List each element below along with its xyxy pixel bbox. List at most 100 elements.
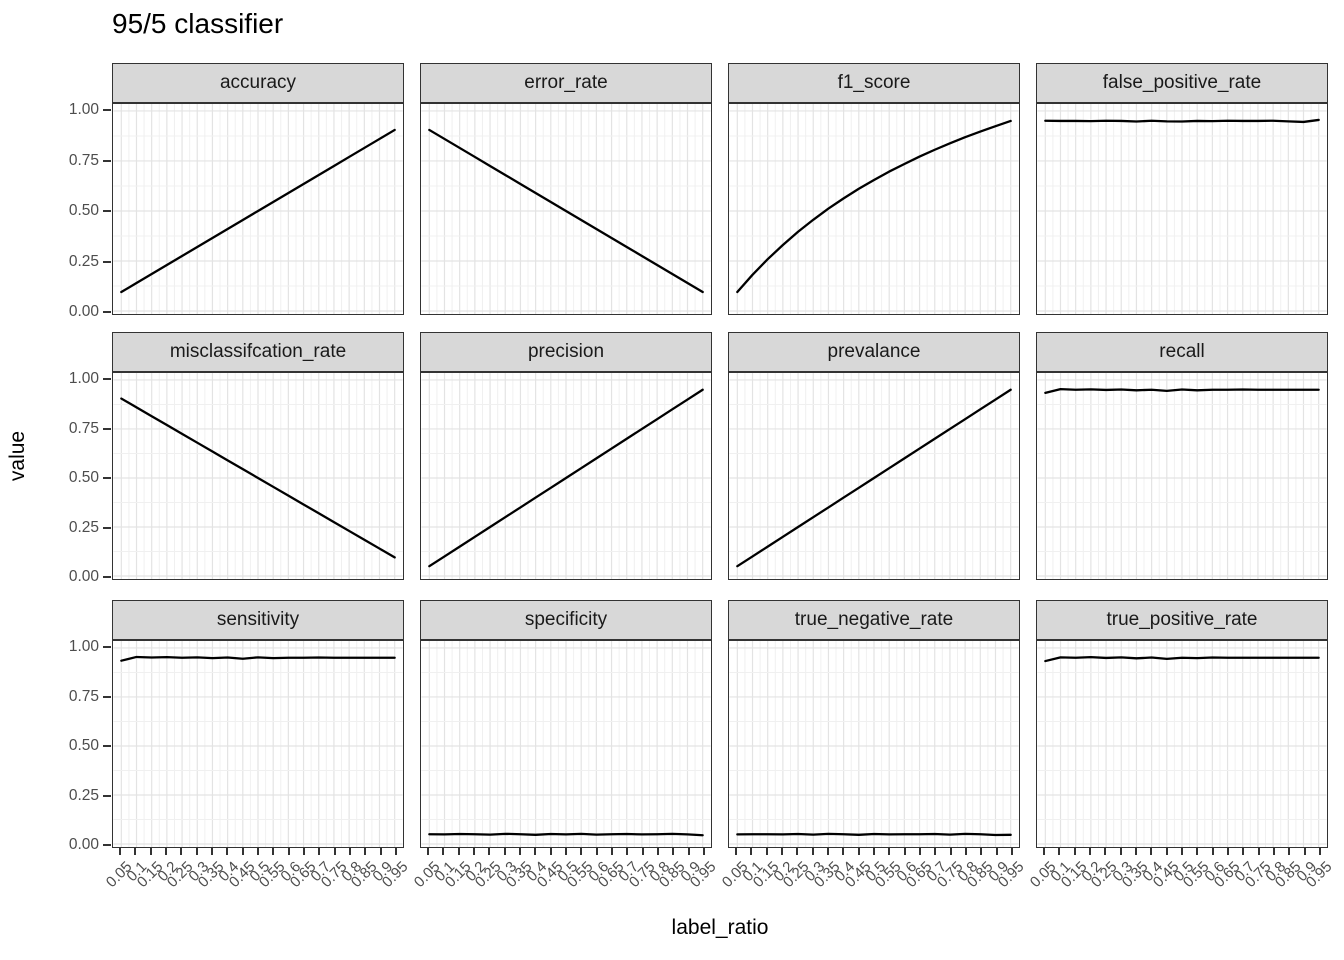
series-line bbox=[428, 832, 704, 837]
facet-strip: accuracy bbox=[112, 63, 404, 103]
y-tick-mark bbox=[103, 794, 111, 797]
x-tick-mark bbox=[364, 848, 367, 855]
x-tick-mark bbox=[919, 848, 921, 855]
x-tick-mark bbox=[165, 848, 167, 855]
facet-strip: misclassifcation_rate bbox=[112, 332, 404, 372]
x-tick-mark bbox=[811, 848, 814, 855]
y-tick-mark bbox=[103, 526, 111, 529]
x-tick-mark bbox=[519, 848, 521, 855]
x-tick-mark bbox=[442, 848, 445, 855]
x-tick-mark bbox=[995, 848, 998, 855]
facet-strip: precision bbox=[420, 332, 712, 372]
x-tick-mark bbox=[595, 848, 598, 855]
y-tick-mark bbox=[103, 695, 111, 698]
y-tick-label: 0.25 bbox=[68, 786, 99, 804]
y-tick-label: 1.00 bbox=[68, 638, 99, 655]
x-tick-mark bbox=[687, 848, 690, 855]
facet-plot-area bbox=[113, 641, 403, 847]
facet-strip-label: prevalance bbox=[827, 341, 921, 362]
facet-strip-label: misclassifcation_rate bbox=[169, 341, 347, 362]
y-tick-label: 1.00 bbox=[68, 101, 99, 118]
x-tick-mark bbox=[965, 848, 967, 855]
x-tick-mark bbox=[180, 848, 183, 855]
x-tick-mark bbox=[195, 848, 198, 855]
facet-plot-area bbox=[729, 104, 1019, 314]
x-tick-mark bbox=[379, 848, 382, 855]
x-tick-mark bbox=[611, 848, 613, 855]
x-tick-mark bbox=[333, 848, 336, 855]
x-tick-mark bbox=[934, 848, 937, 855]
facet-strip: prevalance bbox=[728, 332, 1020, 372]
y-tick-mark bbox=[103, 576, 111, 578]
x-tick-mark bbox=[750, 848, 753, 855]
y-tick-label: 0.25 bbox=[68, 252, 99, 270]
y-tick-label: 0.75 bbox=[68, 419, 99, 437]
x-tick-mark bbox=[1043, 848, 1045, 855]
x-tick-mark bbox=[349, 848, 351, 855]
x-tick-mark bbox=[303, 848, 305, 855]
y-tick-mark bbox=[103, 378, 111, 380]
y-tick-mark bbox=[103, 646, 111, 648]
x-tick-mark bbox=[1165, 848, 1168, 855]
facet-plot-area bbox=[1037, 641, 1327, 847]
facet-strip-label: true_positive_rate bbox=[1106, 609, 1258, 630]
x-tick-mark bbox=[318, 848, 321, 855]
x-tick-mark bbox=[1288, 848, 1291, 855]
series-line bbox=[1044, 118, 1320, 124]
x-tick-mark bbox=[641, 848, 644, 855]
series-line bbox=[120, 397, 396, 559]
x-tick-mark bbox=[134, 848, 137, 855]
x-tick-mark bbox=[949, 848, 952, 855]
facet-plot-area bbox=[1037, 104, 1327, 314]
x-tick-mark bbox=[735, 848, 737, 855]
x-tick-mark bbox=[534, 848, 537, 855]
x-tick-mark bbox=[1058, 848, 1061, 855]
x-axis-title: label_ratio bbox=[671, 916, 769, 939]
x-tick-mark bbox=[119, 848, 121, 855]
x-tick-mark bbox=[765, 848, 768, 855]
facet-strip: specificity bbox=[420, 600, 712, 640]
facet-strip-label: accuracy bbox=[219, 72, 297, 93]
series-line bbox=[428, 128, 704, 294]
y-tick-mark bbox=[103, 210, 111, 212]
y-tick-mark bbox=[103, 311, 111, 313]
facet-panel bbox=[420, 372, 712, 580]
y-tick-label: 1.00 bbox=[68, 370, 99, 387]
facet-plot-area bbox=[113, 104, 403, 314]
x-tick-mark bbox=[873, 848, 875, 855]
facet-strip-label: sensitivity bbox=[216, 609, 300, 630]
y-tick-mark bbox=[103, 477, 111, 479]
series-line bbox=[428, 388, 704, 568]
x-tick-mark bbox=[1011, 848, 1013, 855]
x-tick-mark bbox=[257, 848, 259, 855]
facet-panel bbox=[1036, 640, 1328, 848]
facet-panel bbox=[728, 640, 1020, 848]
facet-panel bbox=[1036, 103, 1328, 315]
x-tick-mark bbox=[1119, 848, 1122, 855]
x-tick-mark bbox=[842, 848, 845, 855]
x-tick-mark bbox=[565, 848, 567, 855]
x-tick-mark bbox=[226, 848, 229, 855]
facet-panel bbox=[420, 103, 712, 315]
facet-strip-label: f1_score bbox=[837, 72, 911, 93]
x-tick-mark bbox=[503, 848, 506, 855]
y-tick-label: 0.75 bbox=[68, 687, 99, 705]
x-tick-mark bbox=[903, 848, 906, 855]
y-tick-label: 0.50 bbox=[68, 737, 99, 754]
x-tick-mark bbox=[1273, 848, 1275, 855]
x-tick-mark bbox=[457, 848, 460, 855]
facet-strip-label: true_negative_rate bbox=[794, 609, 954, 630]
facet-strip: true_positive_rate bbox=[1036, 600, 1328, 640]
facet-panel bbox=[112, 640, 404, 848]
facet-strip: true_negative_rate bbox=[728, 600, 1020, 640]
x-tick-mark bbox=[395, 848, 397, 855]
facet-plot-area bbox=[1037, 373, 1327, 579]
x-tick-mark bbox=[1227, 848, 1229, 855]
facet-panel bbox=[112, 103, 404, 315]
x-tick-mark bbox=[703, 848, 705, 855]
x-tick-mark bbox=[549, 848, 552, 855]
x-tick-mark bbox=[1196, 848, 1199, 855]
y-tick-label: 0.00 bbox=[68, 836, 99, 853]
series-line bbox=[1044, 388, 1320, 395]
x-tick-mark bbox=[781, 848, 783, 855]
